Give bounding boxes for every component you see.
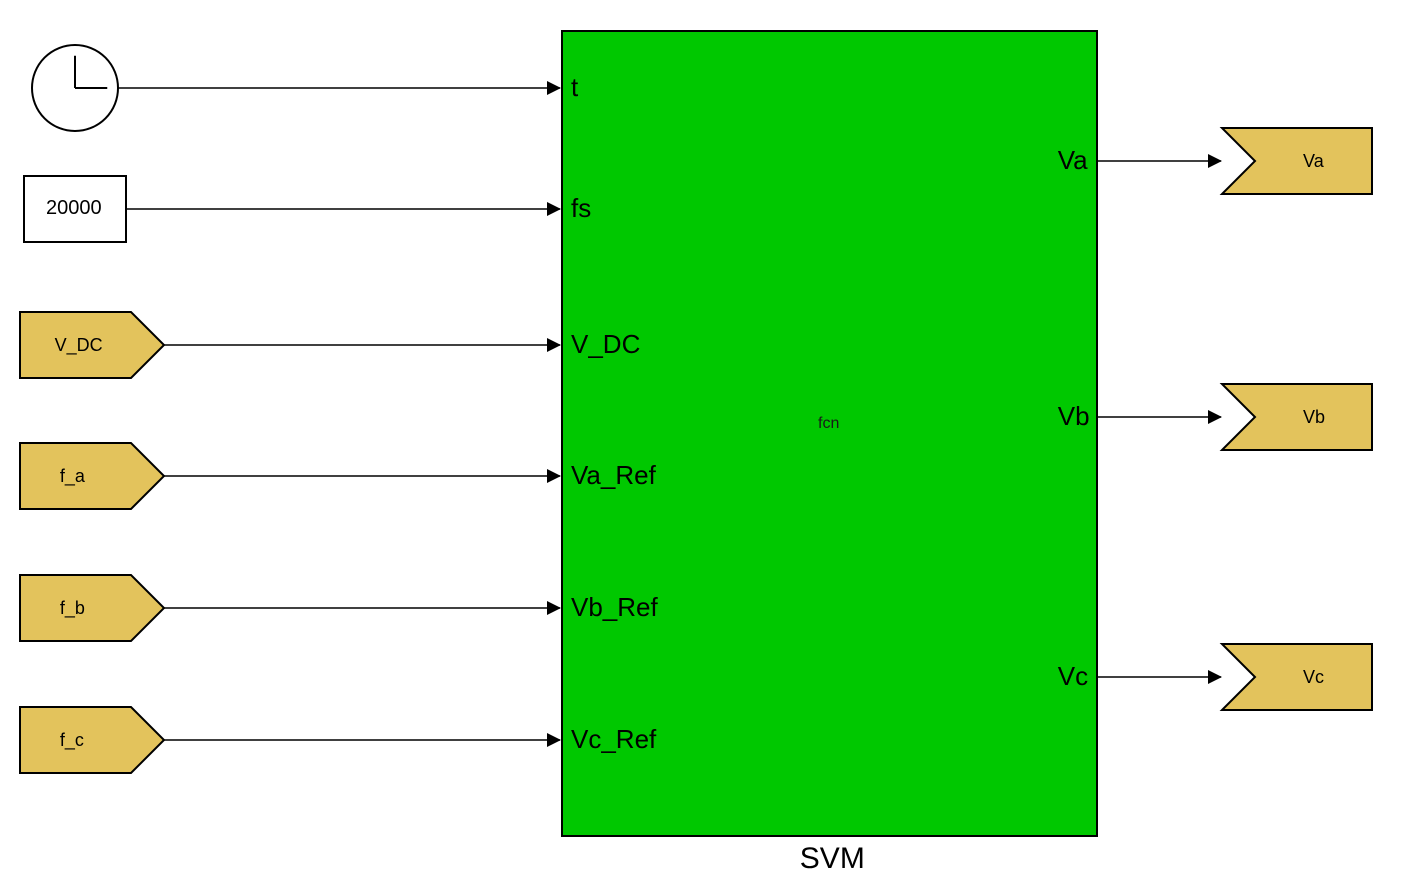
input-port-fs: fs bbox=[571, 193, 591, 224]
input-port-t: t bbox=[571, 72, 578, 103]
svm-function-block[interactable] bbox=[561, 30, 1098, 837]
fcn-label: fcn bbox=[818, 415, 839, 433]
from-tag-fc[interactable] bbox=[20, 707, 164, 773]
from-tag-fb-label: f_b bbox=[60, 598, 85, 619]
fcn-icon bbox=[820, 395, 840, 415]
output-port-va: Va bbox=[1058, 145, 1088, 176]
output-port-vb: Vb bbox=[1058, 401, 1090, 432]
input-port-vc-ref: Vc_Ref bbox=[571, 724, 656, 755]
output-port-vc: Vc bbox=[1058, 661, 1088, 692]
constant-value: 20000 bbox=[46, 197, 102, 220]
from-tag-fc-label: f_c bbox=[60, 730, 84, 751]
input-port-va-ref: Va_Ref bbox=[571, 460, 656, 491]
input-port-vdc: V_DC bbox=[571, 329, 640, 360]
goto-tag-vc-label: Vc bbox=[1303, 667, 1324, 688]
goto-tag-vb[interactable] bbox=[1222, 384, 1372, 450]
diagram-canvas: fcn SVM 20000 t fs V_DC Va_Ref Vb_Ref Vc… bbox=[0, 0, 1414, 885]
input-port-vb-ref: Vb_Ref bbox=[571, 592, 658, 623]
from-tag-fa[interactable] bbox=[20, 443, 164, 509]
goto-tag-va-label: Va bbox=[1303, 151, 1324, 172]
from-tag-fa-label: f_a bbox=[60, 466, 85, 487]
from-tag-fb[interactable] bbox=[20, 575, 164, 641]
block-title: SVM bbox=[800, 842, 865, 876]
goto-tag-vc[interactable] bbox=[1222, 644, 1372, 710]
goto-tag-va[interactable] bbox=[1222, 128, 1372, 194]
clock-block[interactable] bbox=[32, 45, 118, 131]
from-tag-vdc-label: V_DC bbox=[55, 335, 103, 356]
goto-tag-vb-label: Vb bbox=[1303, 407, 1325, 428]
